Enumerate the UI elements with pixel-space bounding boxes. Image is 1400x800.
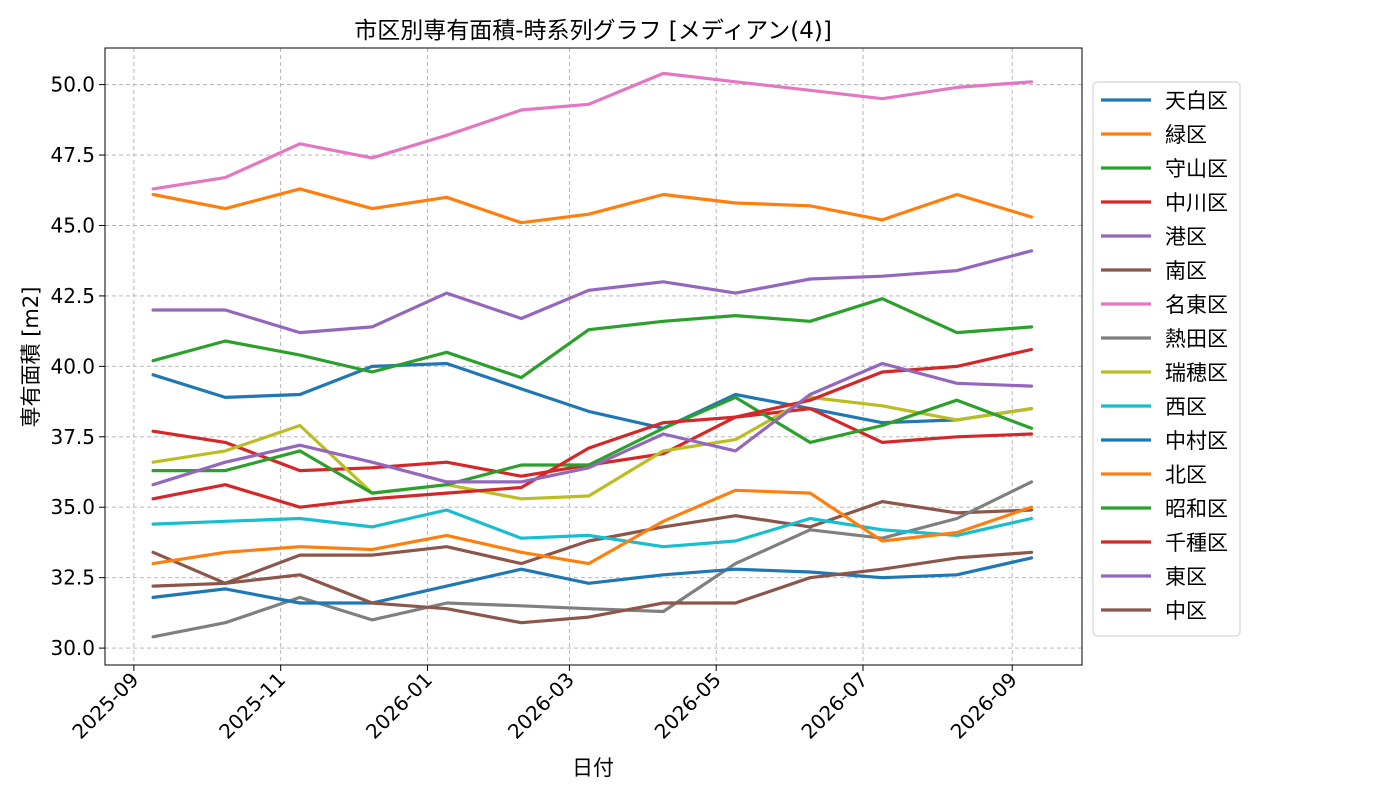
y-tick-label: 35.0 <box>50 495 95 519</box>
series-line-昭和区 <box>151 395 1034 495</box>
legend-label: 熱田区 <box>1165 327 1228 351</box>
legend-label: 名東区 <box>1165 293 1228 317</box>
series-line-天白区 <box>151 361 1034 430</box>
series-line-南区 <box>151 500 1034 585</box>
legend-label: 中区 <box>1165 599 1207 623</box>
legend-label: 千種区 <box>1165 531 1228 555</box>
legend-label: 昭和区 <box>1165 497 1228 521</box>
y-tick-label: 40.0 <box>50 354 95 378</box>
series-line-北区 <box>151 488 1034 566</box>
series-line-瑞穂区 <box>151 395 1034 501</box>
series-lines <box>151 71 1034 639</box>
y-tick-label: 45.0 <box>50 213 95 237</box>
y-axis-title: 専有面積 [m2] <box>19 287 43 428</box>
series-line-港区 <box>151 249 1034 335</box>
legend-label: 守山区 <box>1165 157 1228 181</box>
legend-label: 東区 <box>1165 565 1207 589</box>
legend-label: 瑞穂区 <box>1165 361 1228 385</box>
series-line-名東区 <box>151 71 1034 191</box>
legend-label: 北区 <box>1165 463 1207 487</box>
series-line-千種区 <box>151 347 1034 509</box>
y-tick-label: 30.0 <box>50 636 95 660</box>
series-line-中区 <box>151 550 1034 625</box>
series-line-中村区 <box>151 556 1034 605</box>
legend-box <box>1092 81 1241 637</box>
legend-label: 中川区 <box>1165 191 1228 215</box>
legend-label: 中村区 <box>1165 429 1228 453</box>
chart-title: 市区別専有面積-時系列グラフ [メディアン(4)] <box>354 18 832 44</box>
series-line-熱田区 <box>151 480 1034 639</box>
x-axis-title: 日付 <box>572 756 614 780</box>
legend-label: 港区 <box>1165 225 1207 249</box>
y-tick-label: 37.5 <box>50 425 95 449</box>
series-line-西区 <box>151 508 1034 549</box>
series-line-東区 <box>151 361 1034 487</box>
legend-label: 西区 <box>1165 395 1207 419</box>
legend-label: 緑区 <box>1165 123 1207 147</box>
y-tick-label: 50.0 <box>50 73 95 97</box>
legend-label: 天白区 <box>1165 89 1228 113</box>
y-tick-label: 47.5 <box>50 143 95 167</box>
series-line-守山区 <box>151 297 1034 380</box>
y-tick-label: 42.5 <box>50 284 95 308</box>
legend-label: 南区 <box>1165 259 1207 283</box>
y-tick-label: 32.5 <box>50 566 95 590</box>
legend: 天白区緑区守山区中川区港区南区名東区熱田区瑞穂区西区中村区北区昭和区千種区東区中… <box>1092 81 1241 637</box>
series-line-緑区 <box>151 187 1034 225</box>
plot-area-frame <box>104 47 1083 666</box>
